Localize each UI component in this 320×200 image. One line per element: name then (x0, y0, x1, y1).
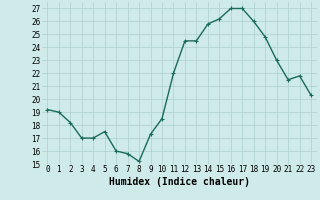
X-axis label: Humidex (Indice chaleur): Humidex (Indice chaleur) (109, 177, 250, 187)
